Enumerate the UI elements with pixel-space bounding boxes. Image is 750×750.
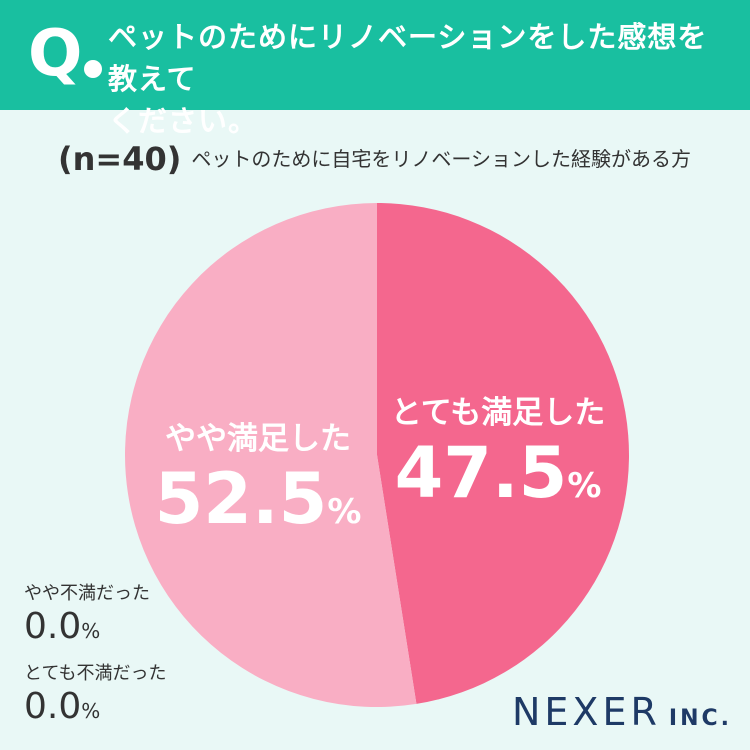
logo-main: NEXER xyxy=(512,690,661,734)
side-value-very-dissatisfied: 0.0 xyxy=(24,686,82,727)
side-name-very-dissatisfied: とても不満だった xyxy=(24,663,167,684)
respondent-subtitle: (n=40) ペットのために自宅をリノベーションした経験がある方 xyxy=(58,140,691,178)
slice-name-somewhat-satisfied: やや満足した xyxy=(165,421,351,457)
slice-unit-somewhat-satisfied: % xyxy=(327,492,362,532)
slice-value-somewhat-satisfied: 52.5 xyxy=(154,458,328,540)
side-value-somewhat-dissatisfied: 0.0 xyxy=(24,606,82,647)
slice-unit-very-satisfied: % xyxy=(567,466,602,506)
question-line-2: ください。 xyxy=(108,104,259,138)
side-unit-somewhat-dissatisfied: % xyxy=(81,619,101,643)
slice-name-very-satisfied: とても満足した xyxy=(390,395,606,431)
slice-very-satisfied xyxy=(377,203,630,704)
question-text: ペットのためにリノベーションをした感想を教えて ください。 xyxy=(108,16,728,142)
side-name-somewhat-dissatisfied: やや不満だった xyxy=(24,583,150,604)
side-unit-very-dissatisfied: % xyxy=(81,699,101,723)
respondent-description: ペットのために自宅をリノベーションした経験がある方 xyxy=(191,147,691,171)
q-mark: Q xyxy=(28,17,83,91)
question-header: Q ペットのためにリノベーションをした感想を教えて ください。 xyxy=(0,0,750,138)
q-dot-icon xyxy=(84,60,102,78)
logo-suffix: INC. xyxy=(668,706,732,731)
slice-label-somewhat-satisfied: やや満足した 52.5% xyxy=(128,419,388,539)
slice-label-very-satisfied: とても満足した 47.5% xyxy=(368,393,628,513)
question-line-1: ペットのためにリノベーションをした感想を教えて xyxy=(108,20,708,96)
sample-size: (n=40) xyxy=(58,140,182,178)
nexer-logo: NEXER INC. xyxy=(512,690,732,734)
side-label-somewhat-dissatisfied: やや不満だった 0.0% xyxy=(24,582,150,648)
side-label-very-dissatisfied: とても不満だった 0.0% xyxy=(24,662,167,728)
slice-somewhat-satisfied xyxy=(125,203,417,707)
slice-value-very-satisfied: 47.5 xyxy=(394,432,568,514)
